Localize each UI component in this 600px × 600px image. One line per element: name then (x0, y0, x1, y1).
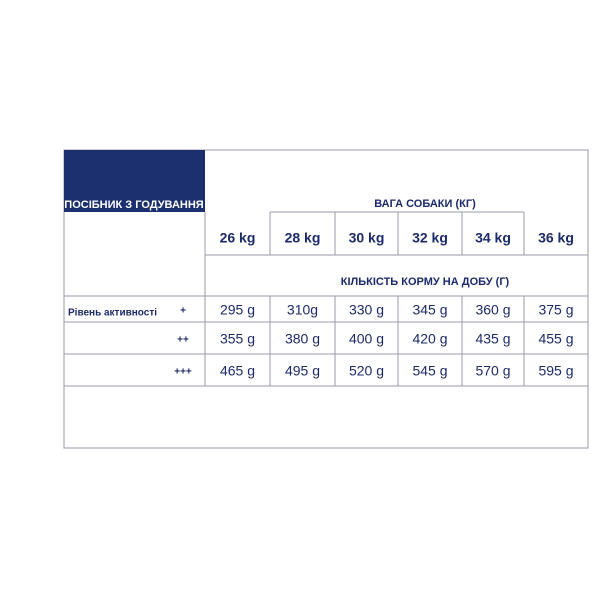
cell: 520 g (349, 363, 384, 379)
activity-level: ++ (177, 335, 189, 346)
cell: 345 g (412, 302, 447, 318)
column-header: 32 kg (412, 230, 448, 246)
cell: 400 g (349, 331, 384, 347)
activity-level: +++ (174, 367, 192, 378)
cell: 375 g (538, 302, 573, 318)
cell: 360 g (475, 302, 510, 318)
title-cell (64, 150, 205, 212)
row-label: Рівень активності (68, 308, 157, 319)
column-header: 30 kg (349, 230, 385, 246)
column-header: 36 kg (538, 230, 574, 246)
column-header: 28 kg (285, 230, 321, 246)
table-title: ПОСІБНИК З ГОДУВАННЯ (64, 199, 203, 211)
cell: 355 g (220, 331, 255, 347)
column-header: 26 kg (220, 230, 256, 246)
cell: 465 g (220, 363, 255, 379)
cell: 295 g (220, 302, 255, 318)
cell: 380 g (285, 331, 320, 347)
cell: 545 g (412, 363, 447, 379)
cell: 595 g (538, 363, 573, 379)
cell: 495 g (285, 363, 320, 379)
cell: 435 g (475, 331, 510, 347)
cell: 570 g (475, 363, 510, 379)
cell: 420 g (412, 331, 447, 347)
activity-level: + (180, 306, 186, 317)
cell: 310g (287, 302, 318, 318)
cell: 330 g (349, 302, 384, 318)
group-header: ВАГА СОБАКИ (КГ) (374, 198, 476, 210)
column-header: 34 kg (475, 230, 511, 246)
subheader: КІЛЬКІСТЬ КОРМУ НА ДОБУ (Г) (341, 276, 510, 288)
cell: 455 g (538, 331, 573, 347)
